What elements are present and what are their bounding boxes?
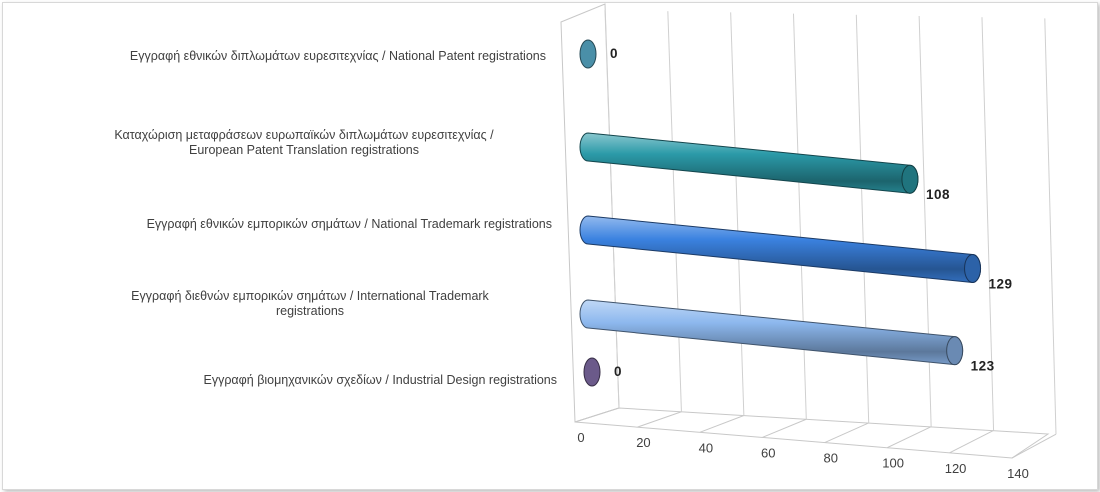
- data-label: 0: [610, 46, 618, 61]
- bar-body: [579, 132, 919, 194]
- data-label: 108: [926, 187, 950, 202]
- wall-gridline: [918, 15, 932, 427]
- category-label: Εγγραφή βιομηχανικών σχεδίων / Industria…: [203, 373, 557, 387]
- floor-gridline: [699, 415, 745, 433]
- bar: [579, 132, 919, 194]
- tick-labels: 0 20 40 60 80 100 120 140: [577, 430, 1028, 481]
- bar-body: [579, 215, 982, 283]
- bar: [583, 357, 601, 387]
- category-labels: Εγγραφή εθνικών διπλωμάτων ευρεσιτεχνίας…: [114, 49, 557, 387]
- floor-gridline: [1011, 433, 1057, 459]
- bar: [579, 39, 597, 69]
- wall-gridline: [604, 9, 620, 409]
- wall-gridline: [855, 14, 870, 423]
- bar: [579, 215, 982, 283]
- x-tick-label: 60: [761, 445, 775, 460]
- category-label: Εγγραφή διεθνών εμπορικών σημάτων / Inte…: [131, 289, 489, 318]
- wall-gridline: [667, 11, 682, 412]
- bar-cap: [946, 336, 964, 366]
- floor-gridline: [762, 418, 807, 438]
- floor-gridline: [574, 407, 620, 423]
- value-labels: 0 108 129 123 0: [610, 46, 1013, 379]
- category-label: Εγγραφή εθνικών διπλωμάτων ευρεσιτεχνίας…: [130, 49, 546, 63]
- category-label: Καταχώριση μεταφράσεων ευρωπαϊκών διπλωμ…: [114, 128, 494, 157]
- data-label: 0: [614, 364, 622, 379]
- floor-gridline: [637, 411, 682, 428]
- floor-gridline: [886, 426, 932, 449]
- wall-gridline: [981, 17, 995, 431]
- x-tick-label: 80: [823, 451, 837, 466]
- x-tick-label: 100: [882, 456, 904, 471]
- floor-gridline: [824, 422, 869, 444]
- wall-gridline: [792, 13, 807, 420]
- x-tick-label: 120: [945, 461, 967, 476]
- x-tick-label: 20: [636, 435, 650, 450]
- x-tick-label: 140: [1007, 466, 1029, 481]
- bars: [579, 39, 982, 387]
- bar-cap: [964, 253, 982, 283]
- floor-gridline: [949, 430, 994, 454]
- wall-gridline: [730, 12, 745, 416]
- bar: [579, 299, 964, 366]
- x-tick-label: 40: [699, 440, 713, 455]
- data-label: 123: [971, 359, 995, 374]
- x-tick-label: 0: [577, 430, 584, 445]
- floor: [574, 407, 1050, 459]
- bar-cap: [901, 164, 919, 194]
- wall-gridline: [1044, 18, 1057, 435]
- data-label: 129: [989, 276, 1013, 291]
- bar-body: [579, 299, 964, 366]
- bar-cap: [579, 39, 597, 69]
- bar-cap: [583, 357, 601, 387]
- category-label: Εγγραφή εθνικών εμπορικών σημάτων / Nati…: [147, 217, 552, 231]
